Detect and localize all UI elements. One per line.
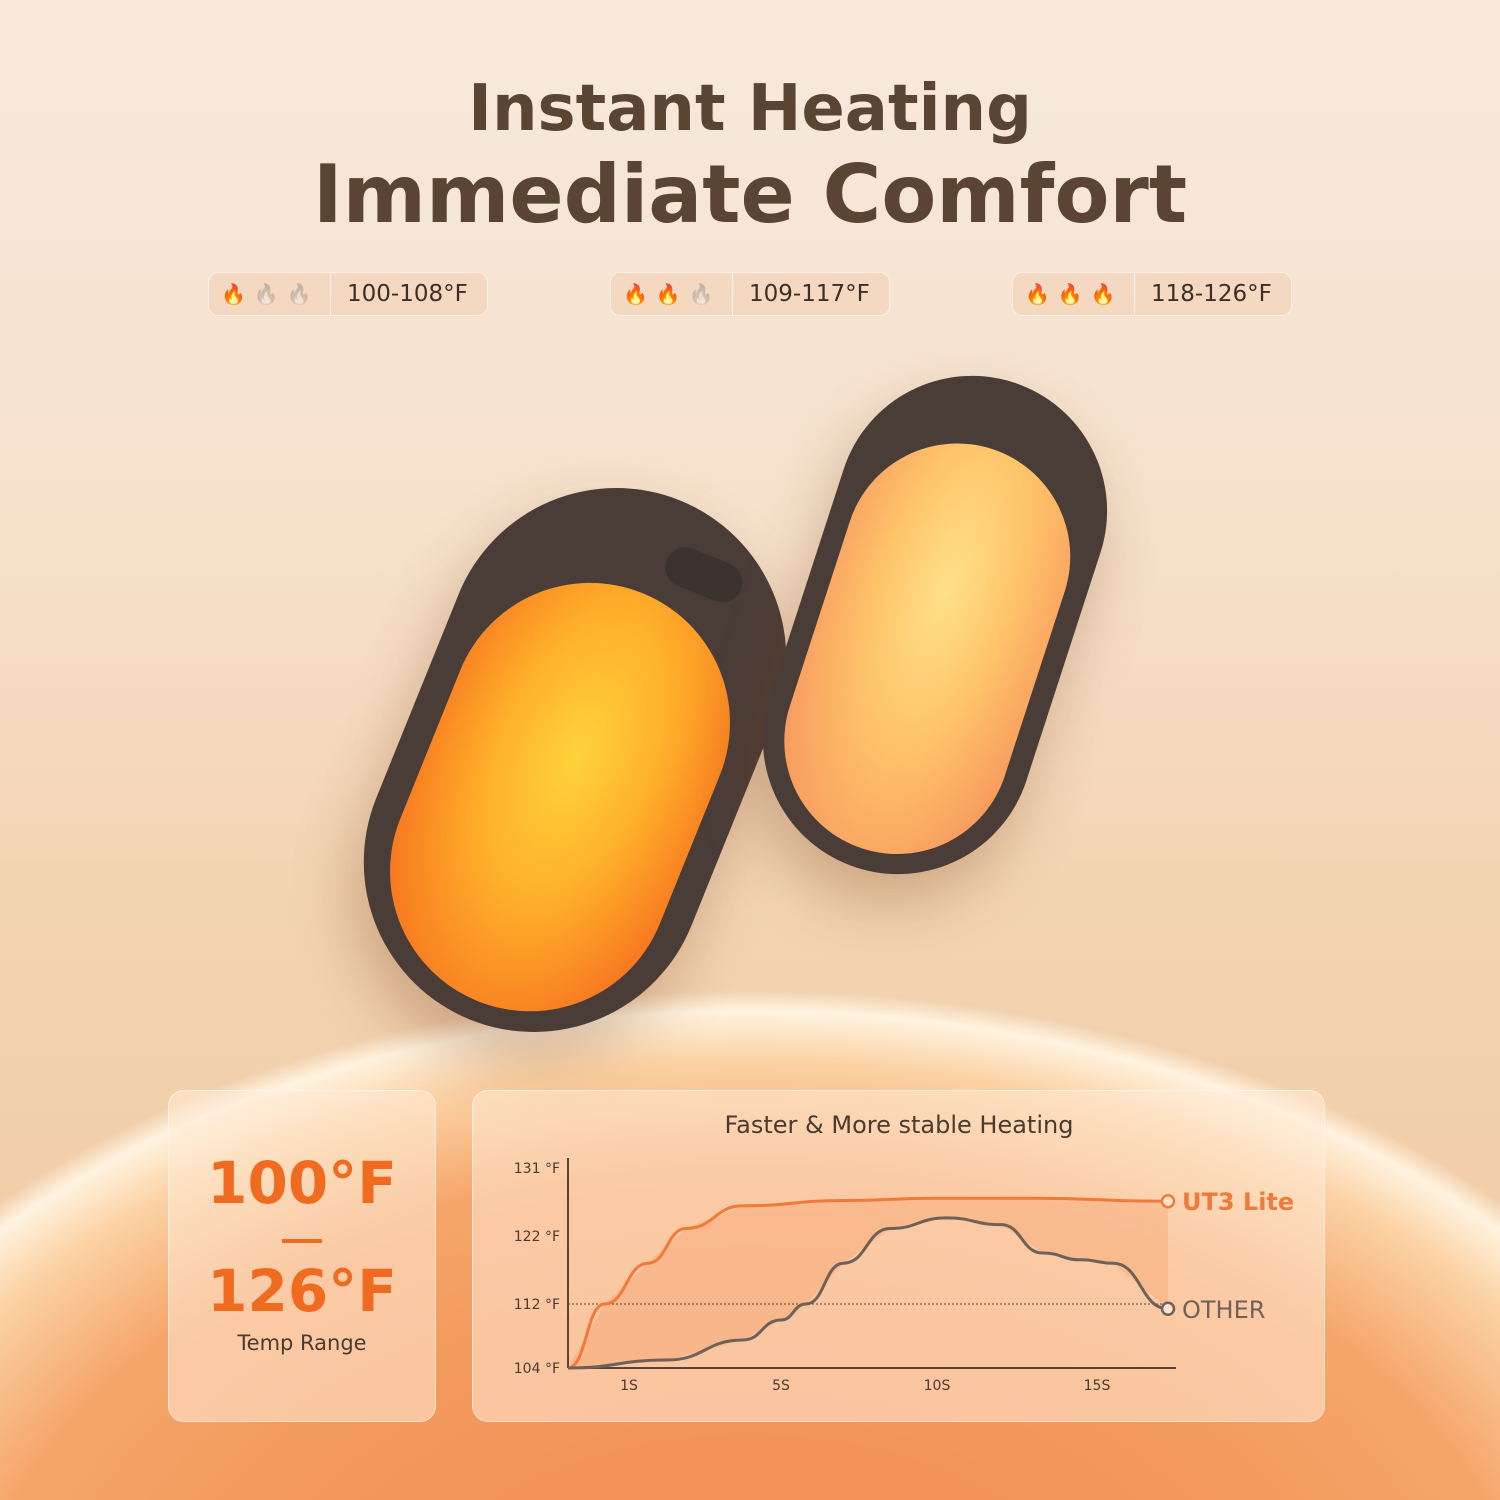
heating-chart: Faster & More stable Heating 104 °F 112 °F… <box>514 1111 1294 1394</box>
heat-level-3: 🔥 🔥 🔥 118-126°F <box>1012 272 1292 316</box>
y-tick-label: 112 °F <box>514 1297 560 1313</box>
hand-warmer-back <box>727 340 1143 910</box>
flame-icons: 🔥 🔥 🔥 <box>209 273 331 315</box>
series-line-ut3-lite <box>567 1196 1169 1370</box>
x-tick-label: 5S <box>772 1378 790 1394</box>
series-end-marker <box>1160 1193 1176 1209</box>
temp-range-caption: Temp Range <box>237 1331 367 1355</box>
power-button <box>659 541 749 609</box>
flame-icon: 🔥 <box>1057 282 1083 306</box>
chart-card: Faster & More stable Heating 104 °F 112 °F… <box>472 1090 1325 1422</box>
flame-icon: 🔥 <box>688 282 714 306</box>
heating-panel <box>754 414 1100 884</box>
flame-icon: 🔥 <box>623 282 648 306</box>
series-label: UT3 Lite <box>1182 1188 1294 1216</box>
temp-high: 126°F <box>207 1257 397 1325</box>
flame-icons: 🔥 🔥 🔥 <box>1013 273 1135 315</box>
flame-icon: 🔥 <box>286 282 312 306</box>
flame-icon: 🔥 <box>1025 282 1050 306</box>
x-tick-label: 10S <box>924 1378 951 1394</box>
y-tick-label: 131 °F <box>514 1161 560 1177</box>
area-between-series <box>568 1198 1168 1368</box>
chart-title: Faster & More stable Heating <box>725 1111 1074 1139</box>
series-line-other <box>567 1216 1169 1370</box>
flame-icon: 🔥 <box>1090 282 1116 306</box>
headline-line-2: Immediate Comfort <box>312 148 1188 241</box>
y-tick-label: 122 °F <box>514 1229 560 1245</box>
flame-icons: 🔥 🔥 🔥 <box>611 273 733 315</box>
heat-level-label: 109-117°F <box>749 281 870 307</box>
flame-icon: 🔥 <box>253 282 279 306</box>
range-dash <box>282 1239 322 1243</box>
temp-low: 100°F <box>207 1149 397 1217</box>
flame-icon: 🔥 <box>655 282 681 306</box>
heating-panel <box>347 540 773 1054</box>
y-tick-label: 104 °F <box>514 1361 560 1377</box>
x-tick-label: 15S <box>1084 1378 1111 1394</box>
heat-level-label: 118-126°F <box>1151 281 1272 307</box>
series-label: OTHER <box>1182 1296 1265 1324</box>
hand-warmer-front <box>312 436 838 1084</box>
heat-level-1: 🔥 🔥 🔥 100-108°F <box>208 272 488 316</box>
headline-line-1: Instant Heating <box>468 72 1032 146</box>
temp-range-card: 100°F 126°F Temp Range <box>168 1090 436 1422</box>
heat-level-label: 100-108°F <box>347 281 468 307</box>
heat-level-2: 🔥 🔥 🔥 109-117°F <box>610 272 890 316</box>
x-tick-label: 1S <box>620 1378 638 1394</box>
series-end-marker <box>1160 1301 1176 1317</box>
flame-icon: 🔥 <box>221 282 246 306</box>
